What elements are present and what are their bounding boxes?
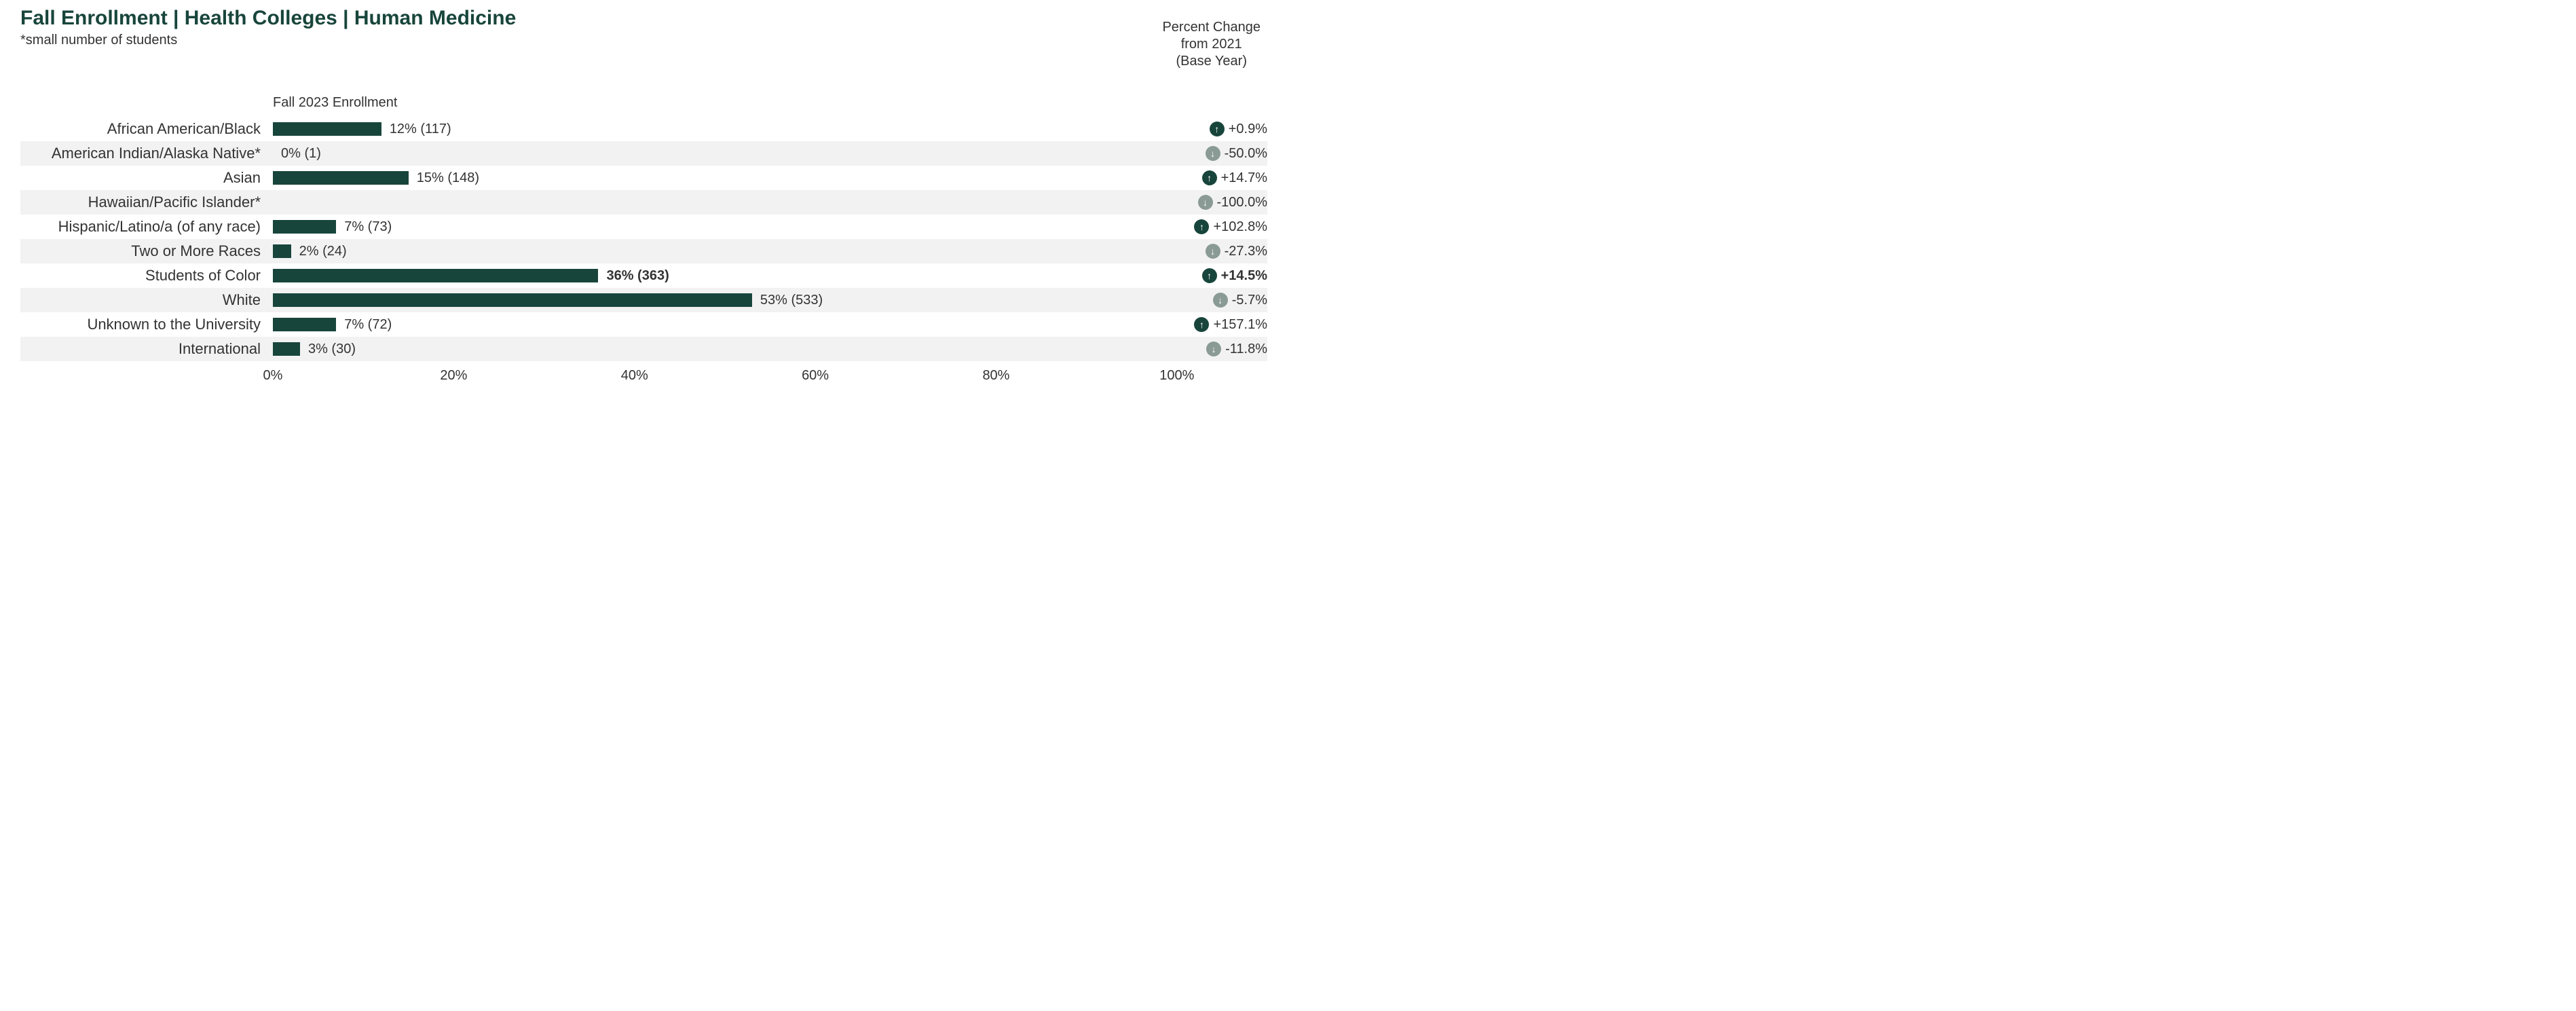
arrow-down-icon: ↓: [1213, 293, 1228, 308]
bar-value-label: 7% (73): [344, 215, 392, 239]
chart-row: American Indian/Alaska Native* 0% (1) ↓ -50…: [20, 141, 1267, 166]
bar-area: 2% (24): [273, 239, 1267, 263]
arrow-up-icon: ↑: [1210, 122, 1225, 136]
percent-change-header-l3: (Base Year): [1162, 53, 1261, 70]
percent-change-header-l2: from 2021: [1162, 36, 1261, 53]
x-axis-tick: 60%: [802, 368, 829, 384]
arrow-down-icon: ↓: [1206, 146, 1220, 161]
bar-area: 53% (533): [273, 288, 1267, 312]
percent-change-value: +157.1%: [1213, 317, 1267, 333]
x-axis-tick: 40%: [621, 368, 648, 384]
bar-area: 15% (148): [273, 166, 1267, 190]
row-label: African American/Black: [20, 120, 273, 138]
bar-value-label: 2% (24): [299, 239, 347, 263]
chart-column-title: Fall 2023 Enrollment: [273, 95, 397, 111]
bar-area: 36% (363): [273, 263, 1267, 288]
percent-change: ↓ -27.3%: [1165, 239, 1267, 263]
chart-row: African American/Black 12% (117) ↑ +0.9%: [20, 117, 1267, 141]
percent-change: ↑ +14.7%: [1165, 166, 1267, 190]
bar-value-label: 12% (117): [390, 117, 451, 141]
percent-change-value: -11.8%: [1225, 342, 1267, 357]
chart-row: Asian 15% (148) ↑ +14.7%: [20, 166, 1267, 190]
subtitle-note: *small number of students: [20, 33, 1267, 48]
row-label: White: [20, 291, 273, 309]
percent-change-value: +102.8%: [1213, 219, 1267, 235]
x-axis: 0%20%40%60%80%100%: [273, 368, 1172, 388]
chart-row: Hispanic/Latino/a (of any race) 7% (73) ↑ +…: [20, 215, 1267, 239]
row-label: American Indian/Alaska Native*: [20, 145, 273, 162]
page-title: Fall Enrollment | Health Colleges | Huma…: [20, 7, 1267, 30]
percent-change: ↓ -11.8%: [1165, 337, 1267, 361]
row-label: Unknown to the University: [20, 316, 273, 333]
row-label: Hispanic/Latino/a (of any race): [20, 218, 273, 236]
chart-row: Hawaiian/Pacific Islander* ↓ -100.0%: [20, 190, 1267, 215]
percent-change-value: -27.3%: [1225, 244, 1267, 259]
bar-area: 7% (72): [273, 312, 1267, 337]
percent-change-value: -50.0%: [1225, 146, 1267, 162]
chart-row: International 3% (30) ↓ -11.8%: [20, 337, 1267, 361]
row-label: Asian: [20, 169, 273, 187]
arrow-up-icon: ↑: [1194, 317, 1209, 332]
bar-area: 0% (1): [273, 141, 1267, 166]
bar: [273, 171, 409, 185]
arrow-down-icon: ↓: [1206, 342, 1221, 356]
percent-change-value: +14.7%: [1221, 170, 1267, 186]
percent-change: ↑ +157.1%: [1165, 312, 1267, 337]
arrow-down-icon: ↓: [1198, 195, 1213, 210]
chart-row: Two or More Races 2% (24) ↓ -27.3%: [20, 239, 1267, 263]
bar-value-label: 3% (30): [308, 337, 356, 361]
arrow-up-icon: ↑: [1202, 268, 1217, 283]
bar: [273, 269, 598, 282]
bar: [273, 342, 300, 356]
arrow-down-icon: ↓: [1206, 244, 1220, 259]
percent-change-value: -100.0%: [1217, 195, 1268, 210]
row-label: Hawaiian/Pacific Islander*: [20, 194, 273, 211]
bar-value-label: 36% (363): [606, 263, 669, 288]
percent-change-header-l1: Percent Change: [1162, 19, 1261, 36]
bar: [273, 293, 752, 307]
percent-change-value: -5.7%: [1232, 293, 1267, 308]
bar: [273, 318, 336, 331]
bar-area: 7% (73): [273, 215, 1267, 239]
enrollment-bar-chart: African American/Black 12% (117) ↑ +0.9% Ame…: [20, 117, 1267, 361]
percent-change: ↑ +14.5%: [1165, 263, 1267, 288]
x-axis-tick: 0%: [263, 368, 283, 384]
percent-change: ↓ -100.0%: [1165, 190, 1267, 215]
x-axis-tick: 80%: [982, 368, 1009, 384]
x-axis-tick: 100%: [1159, 368, 1194, 384]
arrow-up-icon: ↑: [1202, 170, 1217, 185]
bar-value-label: 7% (72): [344, 312, 392, 337]
percent-change: ↓ -5.7%: [1165, 288, 1267, 312]
bar-value-label: 0% (1): [281, 141, 321, 166]
bar-area: [273, 190, 1267, 215]
chart-row: Unknown to the University 7% (72) ↑ +157.1%: [20, 312, 1267, 337]
bar: [273, 244, 291, 258]
percent-change: ↑ +0.9%: [1165, 117, 1267, 141]
percent-change: ↓ -50.0%: [1165, 141, 1267, 166]
bar: [273, 220, 336, 234]
arrow-up-icon: ↑: [1194, 219, 1209, 234]
bar-area: 3% (30): [273, 337, 1267, 361]
bar-area: 12% (117): [273, 117, 1267, 141]
bar-value-label: 15% (148): [417, 166, 479, 190]
row-label: Two or More Races: [20, 242, 273, 260]
percent-change: ↑ +102.8%: [1165, 215, 1267, 239]
percent-change-value: +14.5%: [1221, 268, 1267, 284]
percent-change-value: +0.9%: [1229, 122, 1267, 137]
bar-value-label: 53% (533): [760, 288, 823, 312]
row-label: International: [20, 340, 273, 358]
row-label: Students of Color: [20, 267, 273, 284]
bar: [273, 122, 381, 136]
chart-row: White 53% (533) ↓ -5.7%: [20, 288, 1267, 312]
x-axis-tick: 20%: [440, 368, 467, 384]
chart-row: Students of Color 36% (363) ↑ +14.5%: [20, 263, 1267, 288]
percent-change-header: Percent Change from 2021 (Base Year): [1162, 19, 1261, 70]
